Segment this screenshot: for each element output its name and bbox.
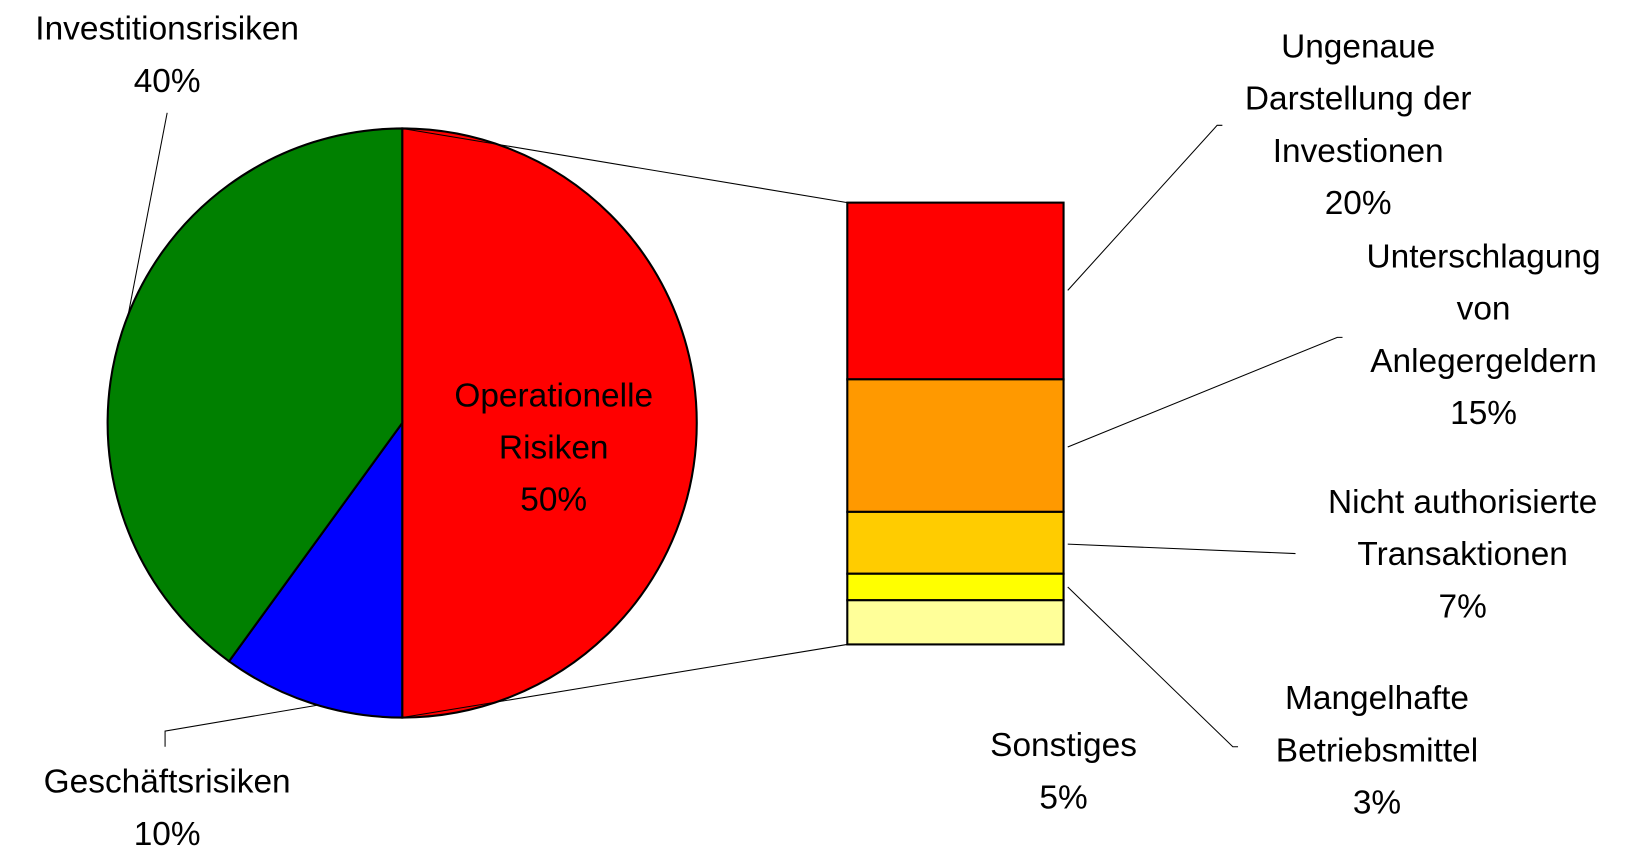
leader-line [1067, 543, 1296, 555]
slice-label-value: 50% [520, 482, 587, 519]
bar-label-name: Sonstiges [990, 727, 1137, 764]
bar-label: Unterschlagung von Anlegergeldern 15% [1367, 238, 1601, 432]
bar-segment [846, 510, 1065, 575]
bar-segment [846, 201, 1065, 381]
slice-label-name: Investitionsrisiken [35, 11, 299, 48]
bar-label-name: Nicht authorisierte Transaktionen [1328, 484, 1597, 573]
bar-label-value: 20% [1325, 185, 1392, 222]
label-line: von [1457, 291, 1511, 328]
bar-segment [846, 378, 1065, 513]
bar-label-value: 5% [1039, 779, 1087, 816]
leader-line [1067, 336, 1343, 448]
leader-line [164, 704, 319, 747]
slice-label-value: 10% [134, 816, 201, 846]
bar-segment [846, 572, 1065, 602]
bar-label: Ungenaue Darstellung der Investionen 20% [1245, 28, 1472, 222]
slice-label-name: Geschäftsrisiken [44, 764, 291, 801]
connector [402, 643, 848, 719]
label-line: Darstellung der [1245, 81, 1472, 118]
bar-segment [846, 599, 1065, 646]
label-line: Transaktionen [1357, 536, 1567, 573]
slice-label-value: 40% [134, 63, 201, 100]
slice-label: Investitionsrisiken 40% [35, 11, 299, 100]
bar-label-name: Ungenaue Darstellung der Investionen [1245, 28, 1472, 169]
pie-slice [401, 127, 698, 719]
pie-slice [106, 127, 404, 663]
bar-label: Sonstiges 5% [990, 727, 1137, 816]
bar-label: Nicht authorisierte Transaktionen 7% [1328, 484, 1597, 625]
label-line: Unterschlagung [1367, 238, 1601, 275]
leader-line [126, 112, 168, 319]
leader-line [1067, 124, 1223, 291]
label-line: Mangelhafte [1285, 680, 1469, 717]
label-line: Operationelle [454, 377, 653, 414]
bar-label-name: Mangelhafte Betriebsmittel [1276, 680, 1478, 769]
bar-label-value: 3% [1353, 785, 1401, 822]
pie-slice [227, 419, 404, 719]
connector [402, 127, 848, 204]
bar-label-name: Unterschlagung von Anlegergeldern [1367, 238, 1601, 379]
slice-label: Geschäftsrisiken 10% [44, 764, 291, 846]
label-line: Nicht authorisierte [1328, 484, 1597, 521]
bar-label-value: 7% [1439, 588, 1487, 625]
label-line: Sonstiges [990, 727, 1137, 764]
bar-label-value: 15% [1450, 395, 1517, 432]
label-line: Anlegergeldern [1370, 343, 1597, 380]
slice-label: Operationelle Risiken 50% [454, 377, 653, 518]
leader-line [1067, 586, 1239, 748]
label-line: Ungenaue [1281, 28, 1435, 65]
bar-label: Mangelhafte Betriebsmittel 3% [1276, 680, 1478, 821]
slice-label-name: Operationelle Risiken [454, 377, 653, 466]
label-line: Investionen [1273, 133, 1444, 170]
label-line: Investitionsrisiken [35, 11, 299, 48]
label-line: Risiken [499, 430, 609, 467]
label-line: Geschäftsrisiken [44, 764, 291, 801]
label-line: Betriebsmittel [1276, 732, 1478, 769]
